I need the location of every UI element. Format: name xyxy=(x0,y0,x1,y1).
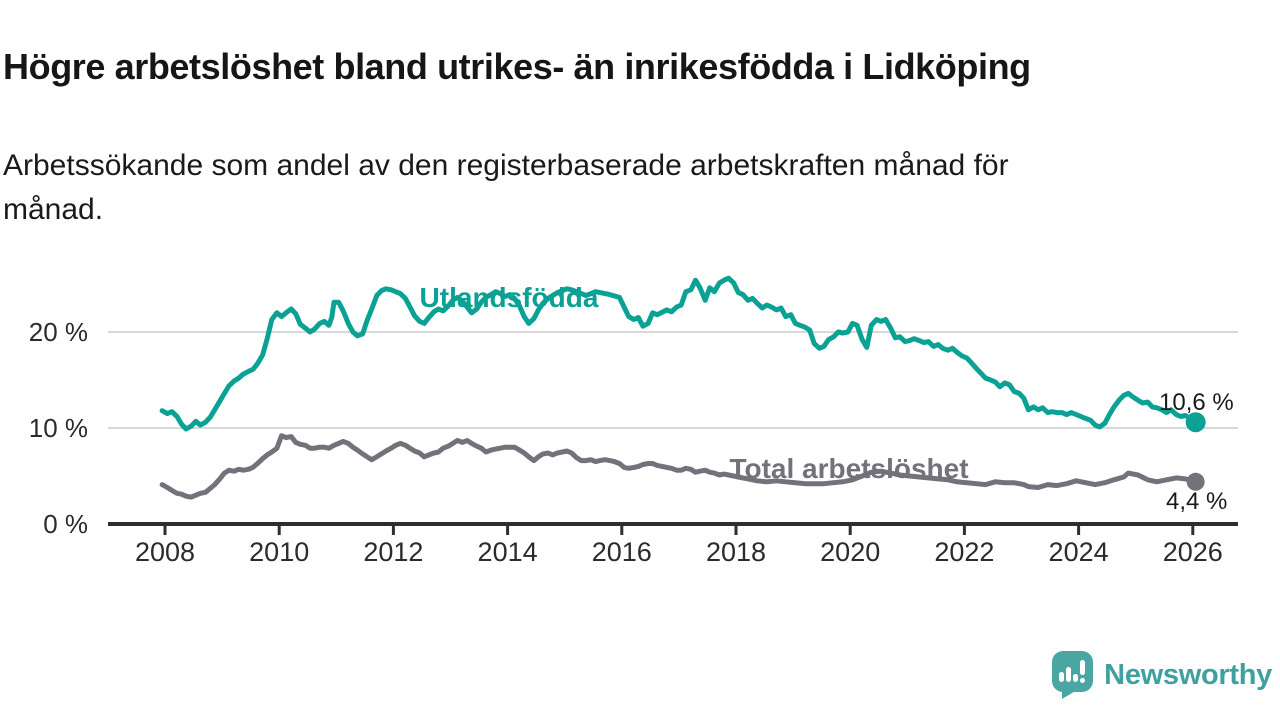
newsworthy-logo-icon xyxy=(1052,651,1094,699)
x-tick-label: 2010 xyxy=(249,537,309,567)
end-value-label-utlandsfodda: 10,6 % xyxy=(1159,389,1234,416)
x-tick-label: 2012 xyxy=(363,537,423,567)
x-tick-label: 2022 xyxy=(934,537,994,567)
x-tick-label: 2008 xyxy=(135,537,195,567)
x-tick-label: 2018 xyxy=(706,537,766,567)
series-label-total: Total arbetslöshet xyxy=(729,453,968,484)
end-value-label-total: 4,4 % xyxy=(1166,488,1227,515)
y-tick-label: 10 % xyxy=(29,413,88,443)
logo-bar-3 xyxy=(1073,674,1079,682)
y-tick-label: 20 % xyxy=(29,317,88,347)
brand-name: Newsworthy xyxy=(1104,658,1272,691)
logo-bar-1 xyxy=(1059,672,1065,682)
x-tick-label: 2020 xyxy=(820,537,880,567)
newsworthy-logo: Newsworthy xyxy=(1051,650,1272,700)
x-tick-label: 2016 xyxy=(592,537,652,567)
series-line-utlandsfodda xyxy=(159,275,1199,432)
logo-bar-2 xyxy=(1066,667,1072,682)
x-tick-label: 2024 xyxy=(1049,537,1109,567)
end-dot-utlandsfodda xyxy=(1185,412,1206,433)
x-tick-label: 2014 xyxy=(478,537,538,567)
end-dot-total xyxy=(1186,472,1205,491)
series-line-total xyxy=(159,433,1199,500)
y-tick-label: 0 % xyxy=(43,509,88,539)
x-tick-label: 2026 xyxy=(1163,537,1223,567)
chart-subtitle: Arbetssökande som andel av den registerb… xyxy=(3,149,1009,226)
logo-exclamation-bar xyxy=(1080,660,1086,675)
page-title: Högre arbetslöshet bland utrikes- än inr… xyxy=(3,46,1031,88)
logo-exclamation-dot xyxy=(1080,678,1086,683)
series-label-utlandsfodda: Utlandsfödda xyxy=(420,282,599,313)
